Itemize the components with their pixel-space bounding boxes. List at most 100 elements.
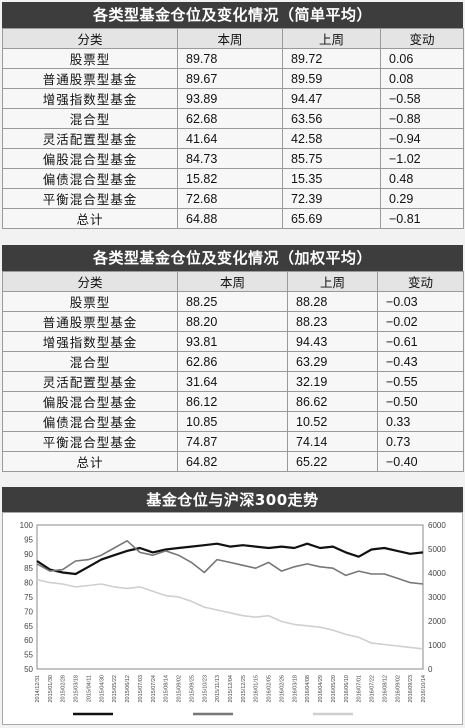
- y-tick-label: 70: [24, 607, 33, 616]
- this-week-cell: 93.81: [177, 331, 288, 352]
- x-tick-label: 2016/07/01: [357, 675, 363, 703]
- series-line-1: [36, 542, 424, 576]
- last-week-cell: 65.69: [282, 208, 381, 229]
- y-tick-label: 60: [24, 636, 33, 645]
- last-week-cell: 74.14: [287, 431, 378, 452]
- this-week-cell: 10.85: [177, 411, 288, 432]
- table-row: 混合型 62.68 63.56 −0.88: [2, 108, 464, 129]
- x-tick-label: 2016/01/15: [254, 675, 260, 703]
- this-week-cell: 62.86: [177, 351, 288, 372]
- table-row: 平衡混合型基金 72.68 72.39 0.29: [2, 188, 464, 209]
- last-week-cell: 10.52: [287, 411, 378, 432]
- header-change: 变动: [377, 271, 464, 292]
- table2-title: 各类型基金仓位及变化情况（加权平均）: [2, 245, 463, 271]
- x-tick-label: 2016/04/08: [305, 675, 311, 703]
- last-week-cell: 89.72: [282, 48, 381, 69]
- category-cell: 平衡混合型基金: [2, 188, 178, 209]
- this-week-cell: 86.12: [177, 391, 288, 412]
- table-row: 普通股票型基金 89.67 89.59 0.08: [2, 68, 464, 89]
- weighted-average-table: 分类 本周 上周 变动 股票型 88.25 88.28 −0.03 普通股票型基金 88.…: [2, 271, 464, 472]
- table1-title: 各类型基金仓位及变化情况（简单平均）: [2, 2, 463, 28]
- table-row: 普通股票型基金 88.20 88.23 −0.02: [2, 311, 464, 332]
- header-last-week: 上周: [287, 271, 378, 292]
- last-week-cell: 85.75: [282, 148, 381, 169]
- category-cell: 增强指数型基金: [2, 331, 178, 352]
- y-tick-label: 90: [24, 550, 33, 559]
- change-cell: −0.58: [380, 88, 464, 109]
- category-cell: 偏股混合型基金: [2, 148, 178, 169]
- last-week-cell: 63.56: [282, 108, 381, 129]
- weighted-average-panel: 各类型基金仓位及变化情况（加权平均） 分类 本周 上周 变动 股票型 88.25 8…: [2, 245, 464, 472]
- table-row: 总计 64.88 65.69 −0.81: [2, 208, 464, 229]
- table-row: 增强指数型基金 93.81 94.43 −0.61: [2, 331, 464, 352]
- table-row: 偏债混合型基金 10.85 10.52 0.33: [2, 411, 464, 432]
- x-tick-label: 2015/01/30: [48, 675, 54, 703]
- last-week-cell: 88.23: [287, 311, 378, 332]
- change-cell: 0.48: [380, 168, 464, 189]
- change-cell: −0.94: [380, 128, 464, 149]
- category-cell: 股票型: [2, 291, 178, 312]
- last-week-cell: 32.19: [287, 371, 378, 392]
- header-this-week: 本周: [177, 28, 283, 49]
- x-tick-label: 2015/12/25: [241, 675, 247, 703]
- x-tick-label: 2015/07/03: [138, 675, 144, 703]
- change-cell: −0.88: [380, 108, 464, 129]
- category-cell: 总计: [2, 451, 178, 472]
- series-line-3: [36, 578, 424, 650]
- fund-position-chart: 100 95 90 85 80 75 70 65 60 55 50 6000 5000 4000 3000 2…: [2, 512, 463, 725]
- change-cell: 0.06: [380, 48, 464, 69]
- y2-tick-label: 4000: [428, 569, 446, 578]
- table-header-row: 分类 本周 上周 变动: [2, 28, 464, 49]
- x-tick-label: 2016/04/29: [318, 675, 324, 703]
- change-cell: 0.33: [377, 411, 464, 432]
- table-row: 偏股混合型基金 84.73 85.75 −1.02: [2, 148, 464, 169]
- table-row: 股票型 89.78 89.72 0.06: [2, 48, 464, 69]
- y2-tick-label: 0: [428, 665, 433, 674]
- category-cell: 偏债混合型基金: [2, 411, 178, 432]
- x-tick-label: 2015/02/28: [61, 675, 67, 703]
- y-tick-label: 55: [24, 651, 33, 660]
- this-week-cell: 84.73: [177, 148, 283, 169]
- this-week-cell: 74.87: [177, 431, 288, 452]
- last-week-cell: 72.39: [282, 188, 381, 209]
- change-cell: −1.02: [380, 148, 464, 169]
- this-week-cell: 64.88: [177, 208, 283, 229]
- x-tick-label: 2016/08/12: [382, 675, 388, 703]
- simple-average-panel: 各类型基金仓位及变化情况（简单平均） 分类 本周 上周 变动 股票型 89.78 8…: [2, 2, 464, 229]
- category-cell: 偏股混合型基金: [2, 391, 178, 412]
- this-week-cell: 72.68: [177, 188, 283, 209]
- change-cell: −0.43: [377, 351, 464, 372]
- x-tick-label: 2016/06/10: [344, 675, 350, 703]
- y-tick-label: 65: [24, 622, 33, 631]
- category-cell: 普通股票型基金: [2, 311, 178, 332]
- x-tick-label: 2016/07/22: [370, 675, 376, 703]
- x-tick-label: 2016/02/05: [267, 675, 273, 703]
- table-row: 灵活配置型基金 41.64 42.58 −0.94: [2, 128, 464, 149]
- change-cell: −0.03: [377, 291, 464, 312]
- last-week-cell: 63.29: [287, 351, 378, 372]
- x-tick-label: 2015/06/12: [125, 675, 131, 703]
- simple-average-table: 分类 本周 上周 变动 股票型 89.78 89.72 0.06 普通股票型基金 89.6…: [2, 28, 464, 229]
- x-tick-label: 2014/12/31: [35, 675, 41, 703]
- x-tick-label: 2015/09/25: [189, 675, 195, 703]
- x-tick-label: 2015/04/30: [99, 675, 105, 703]
- change-cell: −0.81: [380, 208, 464, 229]
- y2-tick-label: 1000: [428, 641, 446, 650]
- y2-tick-label: 6000: [428, 521, 446, 530]
- header-category: 分类: [2, 28, 178, 49]
- change-cell: 0.73: [377, 431, 464, 452]
- series-line-2: [36, 539, 424, 585]
- category-cell: 混合型: [2, 108, 178, 129]
- last-week-cell: 15.35: [282, 168, 381, 189]
- category-cell: 增强指数型基金: [2, 88, 178, 109]
- this-week-cell: 88.20: [177, 311, 288, 332]
- table-header-row: 分类 本周 上周 变动: [2, 271, 464, 292]
- this-week-cell: 89.67: [177, 68, 283, 89]
- y-tick-label: 80: [24, 579, 33, 588]
- change-cell: −0.61: [377, 331, 464, 352]
- x-tick-label: 2015/04/11: [86, 675, 92, 702]
- category-cell: 平衡混合型基金: [2, 431, 178, 452]
- table-row: 混合型 62.86 63.29 −0.43: [2, 351, 464, 372]
- category-cell: 普通股票型基金: [2, 68, 178, 89]
- change-cell: −0.02: [377, 311, 464, 332]
